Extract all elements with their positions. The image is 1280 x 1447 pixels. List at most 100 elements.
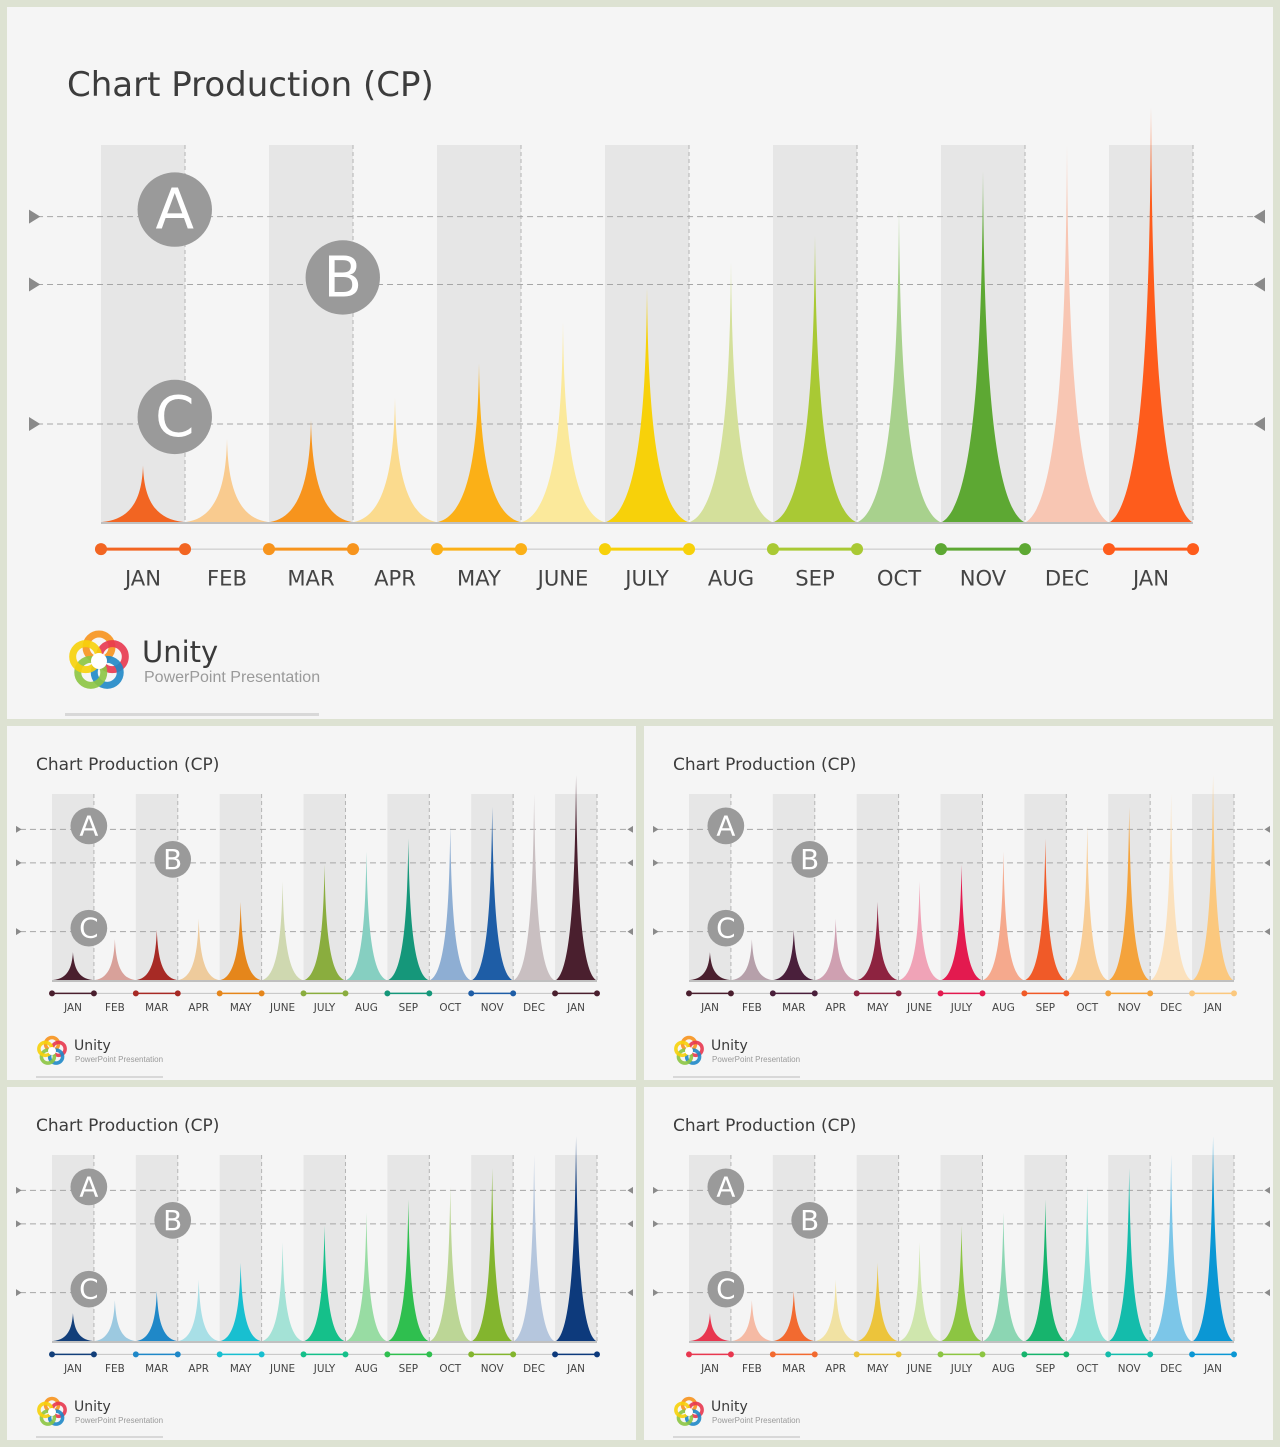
spike-mark bbox=[556, 775, 596, 980]
spike-mark bbox=[690, 261, 772, 522]
unity-star-icon bbox=[69, 630, 129, 689]
chart-title: Chart Production (CP) bbox=[36, 1116, 220, 1136]
x-tick-label: MAY bbox=[867, 1002, 889, 1014]
x-tick-label: AUG bbox=[992, 1002, 1015, 1014]
spike-mark bbox=[1151, 1155, 1192, 1341]
chart-title: Chart Production (CP) bbox=[67, 65, 434, 105]
reference-left-arrow-icon bbox=[16, 825, 22, 833]
timeline-dot bbox=[94, 543, 108, 556]
logo-petal bbox=[90, 655, 124, 689]
chart-title: Chart Production (CP) bbox=[673, 755, 857, 775]
brand-logo bbox=[36, 1396, 68, 1433]
reference-right-arrow-icon bbox=[627, 1220, 633, 1228]
reference-marker-badge bbox=[791, 1201, 829, 1239]
timeline-dot bbox=[1018, 543, 1032, 556]
brand-underline bbox=[36, 1436, 163, 1438]
x-tick-label: JUNE bbox=[269, 1002, 295, 1014]
timeline-dot bbox=[727, 1351, 734, 1358]
spike-mark bbox=[136, 929, 177, 980]
reference-marker-label: A bbox=[716, 1170, 735, 1203]
reference-marker-label: C bbox=[716, 1273, 735, 1306]
logo-center bbox=[48, 1408, 56, 1416]
spike-mark bbox=[262, 881, 303, 980]
x-tick-label: FEB bbox=[742, 1002, 762, 1014]
timeline-dot bbox=[979, 990, 986, 997]
reference-right-arrow-icon bbox=[627, 1289, 633, 1297]
reference-right-arrow-icon bbox=[1264, 928, 1270, 936]
reference-right-arrow-icon bbox=[627, 859, 633, 867]
spike-mark bbox=[942, 171, 1024, 522]
reference-marker-label: B bbox=[163, 1204, 182, 1237]
spike-mark bbox=[304, 864, 345, 980]
brand-subtitle: PowerPoint Presentation bbox=[712, 1055, 801, 1064]
x-tick-label: OCT bbox=[439, 1363, 461, 1375]
reference-marker-badge bbox=[70, 1270, 108, 1308]
x-tick-label: JAN bbox=[566, 1002, 585, 1014]
timeline-dot bbox=[1231, 990, 1237, 997]
reference-marker-badge bbox=[791, 840, 829, 878]
spike-mark bbox=[1109, 1168, 1150, 1341]
spike-mark bbox=[53, 952, 93, 980]
timeline-dot bbox=[1189, 1351, 1196, 1358]
reference-marker-label: C bbox=[79, 1273, 98, 1306]
x-tick-label: JUNE bbox=[906, 1002, 932, 1014]
unity-star-icon bbox=[674, 1035, 704, 1065]
reference-left-arrow-icon bbox=[653, 1220, 659, 1228]
reference-marker-badge bbox=[154, 1201, 192, 1239]
timeline-dot bbox=[216, 990, 223, 997]
spike-mark bbox=[304, 1225, 345, 1341]
chart-title: Chart Production (CP) bbox=[673, 1116, 857, 1136]
x-tick-label: OCT bbox=[439, 1002, 461, 1014]
spike-mark bbox=[858, 209, 940, 522]
logo-center bbox=[685, 1047, 693, 1055]
slide-main: Chart Production (CP) A B C JAN FEB MAR APR MAY… bbox=[7, 7, 1273, 719]
timeline-dot bbox=[937, 1351, 944, 1358]
x-tick-label: DEC bbox=[523, 1002, 545, 1014]
spike-mark bbox=[1193, 1136, 1233, 1341]
timeline-dot bbox=[979, 1351, 986, 1358]
timeline-dot bbox=[811, 990, 818, 997]
spike-mark bbox=[983, 851, 1024, 980]
x-tick-label: JULY bbox=[950, 1002, 973, 1014]
reference-marker-label: C bbox=[79, 912, 98, 945]
timeline-dot bbox=[49, 990, 55, 997]
x-tick-label: MAR bbox=[782, 1002, 805, 1014]
spike-mark bbox=[220, 901, 261, 980]
x-tick-label: MAR bbox=[782, 1363, 805, 1375]
production-chart: A B C JAN FEB MAR APR MAY JUNE JULY AUG SEP OCT NOV DE… bbox=[16, 775, 633, 1014]
spike-mark bbox=[53, 1313, 93, 1341]
timeline-dot bbox=[594, 990, 600, 997]
timeline-dot bbox=[686, 1351, 692, 1358]
timeline-dot bbox=[258, 990, 265, 997]
spike-mark bbox=[1067, 825, 1108, 980]
x-tick-label: MAY bbox=[230, 1002, 252, 1014]
reference-left-arrow-icon bbox=[29, 277, 41, 292]
unity-star-icon bbox=[37, 1396, 67, 1426]
reference-right-arrow-icon bbox=[1253, 277, 1265, 292]
x-tick-label: JULY bbox=[950, 1363, 973, 1375]
spike-mark bbox=[102, 465, 184, 522]
reference-marker-badge bbox=[707, 1168, 745, 1206]
reference-marker-badge bbox=[70, 807, 108, 845]
logo-petal bbox=[47, 1048, 65, 1065]
reference-left-arrow-icon bbox=[29, 209, 41, 224]
spike-mark bbox=[178, 1279, 219, 1341]
x-tick-label: MAY bbox=[457, 565, 501, 590]
reference-left-arrow-icon bbox=[16, 859, 22, 867]
timeline-dot bbox=[468, 990, 475, 997]
reference-left-arrow-icon bbox=[16, 1186, 22, 1194]
spike-mark bbox=[899, 1242, 940, 1341]
timeline-dot bbox=[262, 543, 276, 556]
logo-center bbox=[685, 1408, 693, 1416]
x-tick-label: MAR bbox=[145, 1002, 168, 1014]
x-tick-label: FEB bbox=[105, 1363, 125, 1375]
reference-marker-badge bbox=[154, 840, 192, 878]
x-tick-label: JAN bbox=[700, 1002, 719, 1014]
timeline-dot bbox=[346, 543, 360, 556]
timeline-dot bbox=[1147, 990, 1154, 997]
timeline-dot bbox=[514, 543, 528, 556]
spike-mark bbox=[354, 397, 436, 522]
reference-marker-label: C bbox=[716, 912, 735, 945]
spike-mark bbox=[1109, 807, 1150, 980]
brand-logo bbox=[36, 1035, 68, 1072]
